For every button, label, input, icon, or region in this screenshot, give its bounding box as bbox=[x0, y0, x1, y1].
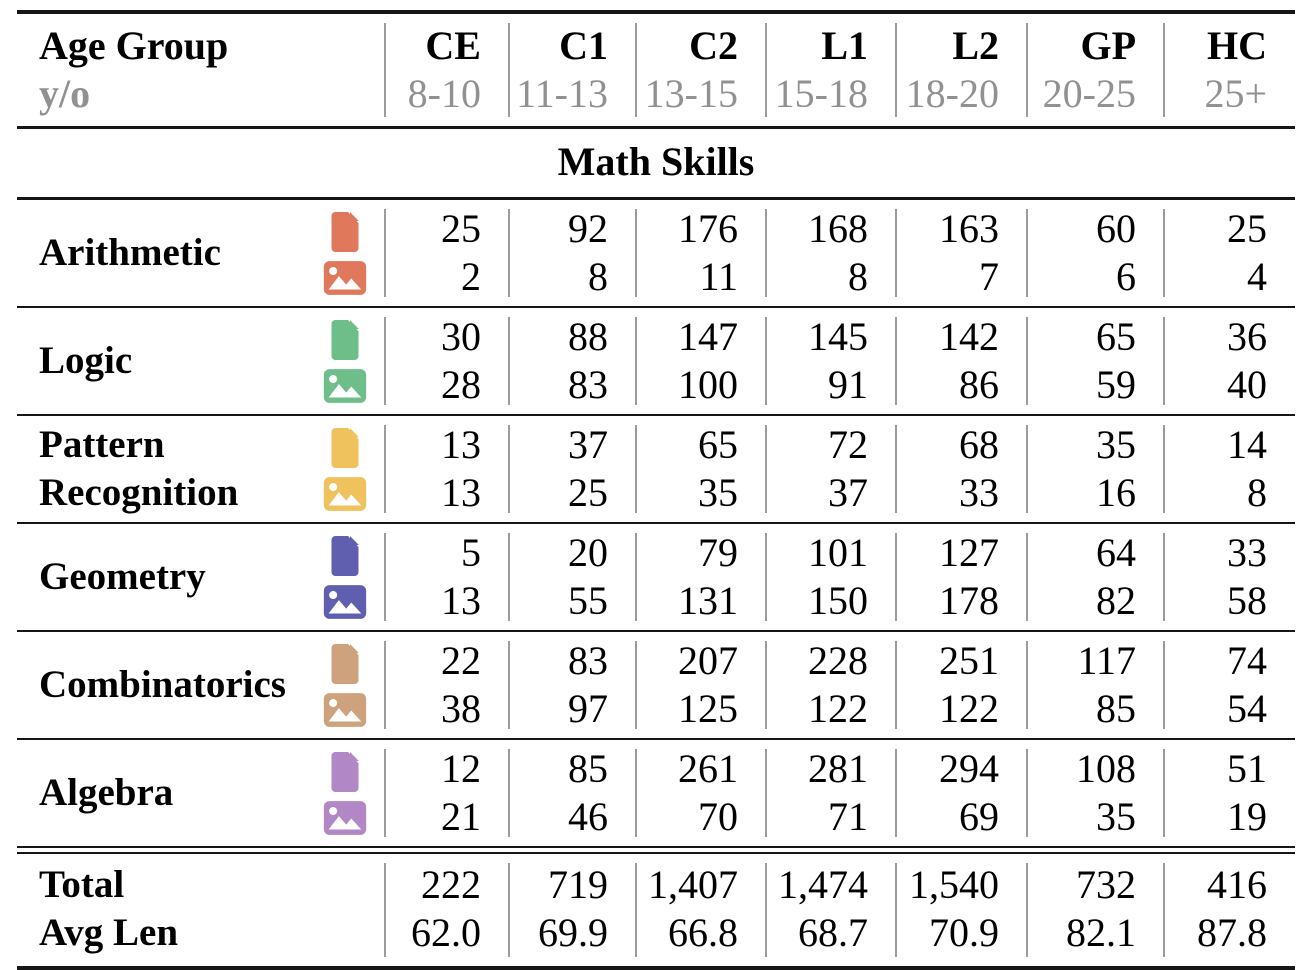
table-row-logic: Logic 30 28 88 83 147 100 145 91 142 86 65 59 … bbox=[17, 307, 1295, 415]
column-header-c2: C2 13-15 bbox=[635, 12, 766, 128]
footer-cell-l1: 1,474 68.7 bbox=[765, 853, 896, 968]
cell-c1: 83 97 bbox=[508, 631, 636, 739]
column-header-c1: C1 11-13 bbox=[508, 12, 636, 128]
footer-cell-gp: 732 82.1 bbox=[1026, 853, 1164, 968]
column-header-hc: HC 25+ bbox=[1163, 12, 1295, 128]
age-group-skills-table: Age Group y/o CE 8-10 C1 11-13 C2 13-15 … bbox=[17, 10, 1295, 970]
image-icon bbox=[323, 477, 367, 511]
cell-l2: 142 86 bbox=[895, 307, 1027, 415]
cell-l2: 68 33 bbox=[895, 415, 1027, 523]
cell-c2: 79 131 bbox=[635, 523, 766, 631]
cell-l2: 294 69 bbox=[895, 739, 1027, 847]
cell-gp: 65 59 bbox=[1026, 307, 1164, 415]
cell-l1: 281 71 bbox=[765, 739, 896, 847]
cell-hc: 14 8 bbox=[1163, 415, 1295, 523]
image-icon bbox=[323, 585, 367, 619]
section-row: Math Skills bbox=[17, 128, 1295, 199]
cell-ce: 25 2 bbox=[384, 199, 509, 308]
footer-cell-hc: 416 87.8 bbox=[1163, 853, 1295, 968]
cell-l1: 145 91 bbox=[765, 307, 896, 415]
column-header-l1: L1 15-18 bbox=[765, 12, 896, 128]
image-icon bbox=[323, 369, 367, 403]
section-title: Math Skills bbox=[557, 139, 755, 184]
cell-c2: 65 35 bbox=[635, 415, 766, 523]
total-label: Total bbox=[39, 863, 125, 906]
modality-icons bbox=[323, 210, 367, 296]
row-label: Logic bbox=[39, 339, 133, 382]
table-row-geometry: Geometry 5 13 20 55 79 131 101 150 127 178 64… bbox=[17, 523, 1295, 631]
cell-ce: 13 13 bbox=[384, 415, 509, 523]
modality-icons bbox=[323, 318, 367, 404]
cell-c1: 37 25 bbox=[508, 415, 636, 523]
cell-ce: 5 13 bbox=[384, 523, 509, 631]
cell-c2: 261 70 bbox=[635, 739, 766, 847]
cell-c2: 147 100 bbox=[635, 307, 766, 415]
cell-ce: 22 38 bbox=[384, 631, 509, 739]
modality-icons bbox=[323, 642, 367, 728]
cell-l1: 228 122 bbox=[765, 631, 896, 739]
column-header-ce: CE 8-10 bbox=[384, 12, 509, 128]
column-header-l2: L2 18-20 bbox=[895, 12, 1027, 128]
row-label: Arithmetic bbox=[39, 231, 221, 274]
row-label: Combinatorics bbox=[39, 663, 286, 706]
modality-icons bbox=[323, 750, 367, 836]
header-row: Age Group y/o CE 8-10 C1 11-13 C2 13-15 … bbox=[17, 12, 1295, 128]
cell-c1: 92 8 bbox=[508, 199, 636, 308]
image-icon bbox=[323, 693, 367, 727]
footer-cell-l2: 1,540 70.9 bbox=[895, 853, 1027, 968]
cell-gp: 108 35 bbox=[1026, 739, 1164, 847]
cell-gp: 64 82 bbox=[1026, 523, 1164, 631]
table-row-arithmetic: Arithmetic 25 2 92 8 176 11 168 8 163 7 60 6 2… bbox=[17, 199, 1295, 308]
document-icon bbox=[331, 644, 359, 684]
modality-icons bbox=[323, 534, 367, 620]
cell-c1: 20 55 bbox=[508, 523, 636, 631]
cell-l1: 168 8 bbox=[765, 199, 896, 308]
document-icon bbox=[331, 212, 359, 252]
document-icon bbox=[331, 536, 359, 576]
cell-l2: 127 178 bbox=[895, 523, 1027, 631]
cell-hc: 74 54 bbox=[1163, 631, 1295, 739]
age-group-title: Age Group bbox=[39, 23, 229, 68]
cell-gp: 35 16 bbox=[1026, 415, 1164, 523]
cell-hc: 36 40 bbox=[1163, 307, 1295, 415]
image-icon bbox=[323, 261, 367, 295]
document-icon bbox=[331, 428, 359, 468]
cell-c1: 85 46 bbox=[508, 739, 636, 847]
cell-hc: 51 19 bbox=[1163, 739, 1295, 847]
document-icon bbox=[331, 320, 359, 360]
footer-labels: Total Avg Len bbox=[17, 853, 385, 968]
table-row-algebra: Algebra 12 21 85 46 261 70 281 71 294 69 108 3… bbox=[17, 739, 1295, 847]
age-group-header: Age Group y/o bbox=[17, 12, 385, 128]
table-row-combinatorics: Combinatorics 22 38 83 97 207 125 228 122 25… bbox=[17, 631, 1295, 739]
table-row-pattern-recognition: Pattern Recognition 13 13 37 25 65 35 72 37 … bbox=[17, 415, 1295, 523]
cell-hc: 33 58 bbox=[1163, 523, 1295, 631]
age-group-subtitle: y/o bbox=[39, 71, 91, 116]
cell-l1: 101 150 bbox=[765, 523, 896, 631]
cell-hc: 25 4 bbox=[1163, 199, 1295, 308]
cell-c2: 176 11 bbox=[635, 199, 766, 308]
modality-icons bbox=[323, 426, 367, 512]
cell-l1: 72 37 bbox=[765, 415, 896, 523]
cell-l2: 251 122 bbox=[895, 631, 1027, 739]
double-rule bbox=[17, 847, 1295, 854]
footer-row: Total Avg Len 222 62.0 719 69.9 1,407 66.8 … bbox=[17, 853, 1295, 968]
cell-c1: 88 83 bbox=[508, 307, 636, 415]
image-icon bbox=[323, 801, 367, 835]
document-icon bbox=[331, 752, 359, 792]
footer-cell-ce: 222 62.0 bbox=[384, 853, 509, 968]
cell-c2: 207 125 bbox=[635, 631, 766, 739]
avg-len-label: Avg Len bbox=[39, 911, 179, 954]
cell-ce: 12 21 bbox=[384, 739, 509, 847]
row-label: Geometry bbox=[39, 555, 206, 598]
paper-table: Age Group y/o CE 8-10 C1 11-13 C2 13-15 … bbox=[17, 10, 1295, 970]
cell-gp: 117 85 bbox=[1026, 631, 1164, 739]
row-label: Pattern Recognition bbox=[39, 423, 239, 514]
cell-gp: 60 6 bbox=[1026, 199, 1164, 308]
row-label: Algebra bbox=[39, 771, 174, 814]
column-header-gp: GP 20-25 bbox=[1026, 12, 1164, 128]
footer-cell-c1: 719 69.9 bbox=[508, 853, 636, 968]
cell-l2: 163 7 bbox=[895, 199, 1027, 308]
cell-ce: 30 28 bbox=[384, 307, 509, 415]
footer-cell-c2: 1,407 66.8 bbox=[635, 853, 766, 968]
